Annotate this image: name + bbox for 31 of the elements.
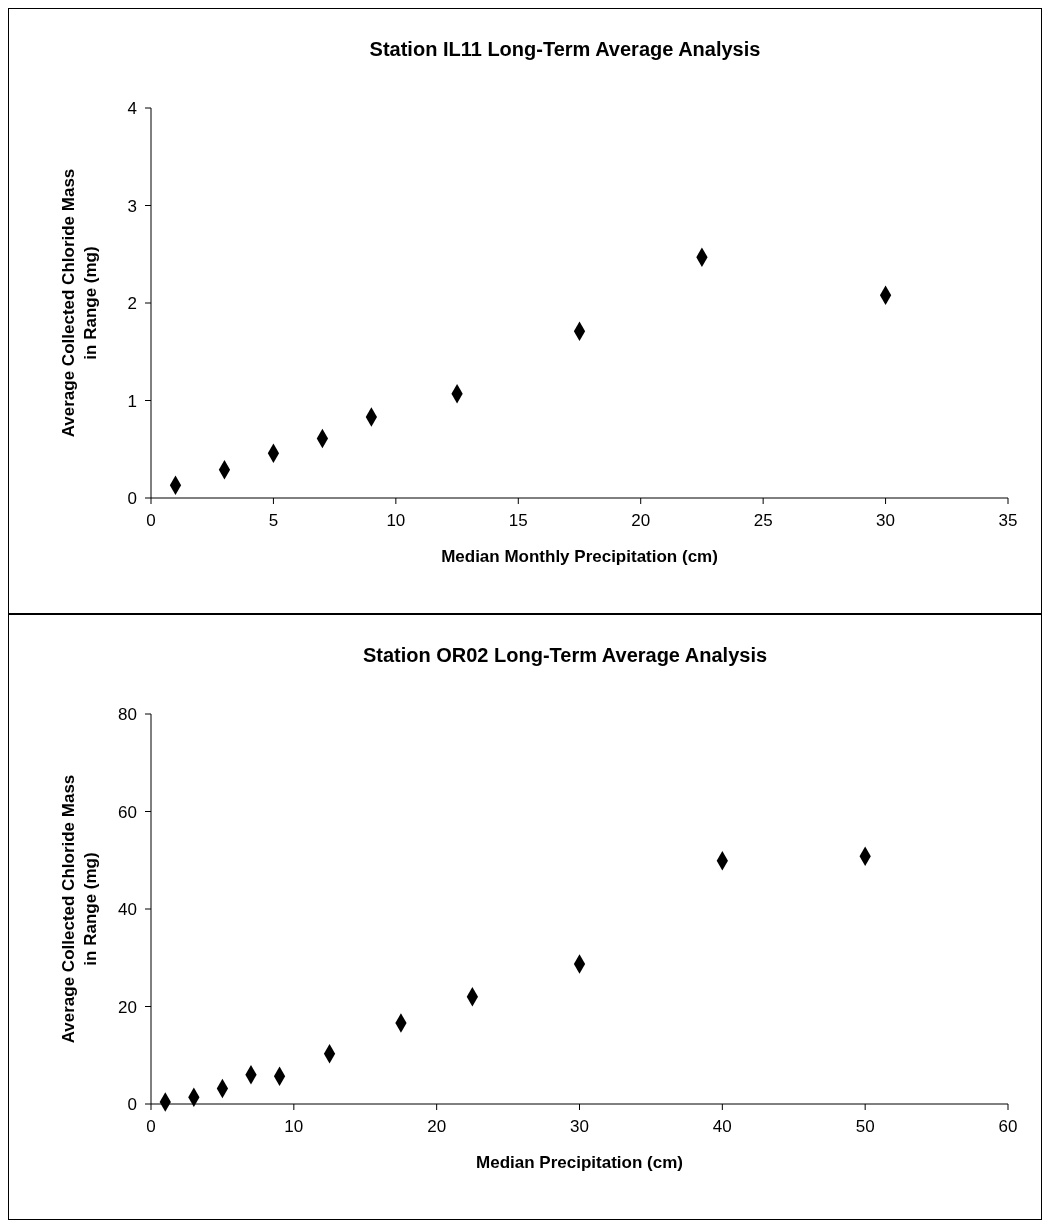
x-tick-label: 30 [876,511,896,530]
x-axis-title: Median Monthly Precipitation (cm) [441,547,718,566]
x-tick-label: 10 [284,1117,304,1136]
y-tick-label: 3 [127,196,137,216]
x-tick-label: 30 [570,1117,589,1136]
y-tick-label: 1 [127,391,137,411]
y-tick-label: 40 [118,900,137,919]
y-axis-title: Average Collected Chloride Mass in Range (mg) [59,168,100,438]
chart-title: Station OR02 Long-Term Average Analysis [362,644,768,666]
x-tick-label: 0 [146,511,156,530]
x-axis-title: Median Precipitation (cm) [476,1153,683,1172]
y-tick-label: 4 [127,99,137,118]
x-tick-label: 20 [427,1117,447,1136]
x-tick-label: 5 [268,511,279,530]
x-tick-label: 50 [855,1117,875,1136]
y-axis-title: Average Collected Chloride Mass in Range (mg) [59,774,100,1044]
chart-title: Station IL11 Long-Term Average Analysis [369,38,761,60]
x-tick-label: 0 [146,1117,156,1136]
y-tick-label: 0 [127,489,137,508]
x-tick-label: 20 [631,511,651,530]
x-tick-label: 25 [753,511,773,530]
y-tick-label: 0 [127,1095,137,1114]
y-tick-label: 80 [118,705,137,724]
x-tick-label: 35 [998,511,1018,530]
x-tick-label: 10 [386,511,406,530]
x-tick-label: 40 [712,1117,732,1136]
y-tick-label: 20 [118,997,137,1017]
y-tick-label: 2 [127,294,137,313]
y-tick-label: 60 [118,802,137,822]
x-tick-label: 15 [508,511,528,530]
x-tick-label: 60 [998,1117,1018,1136]
